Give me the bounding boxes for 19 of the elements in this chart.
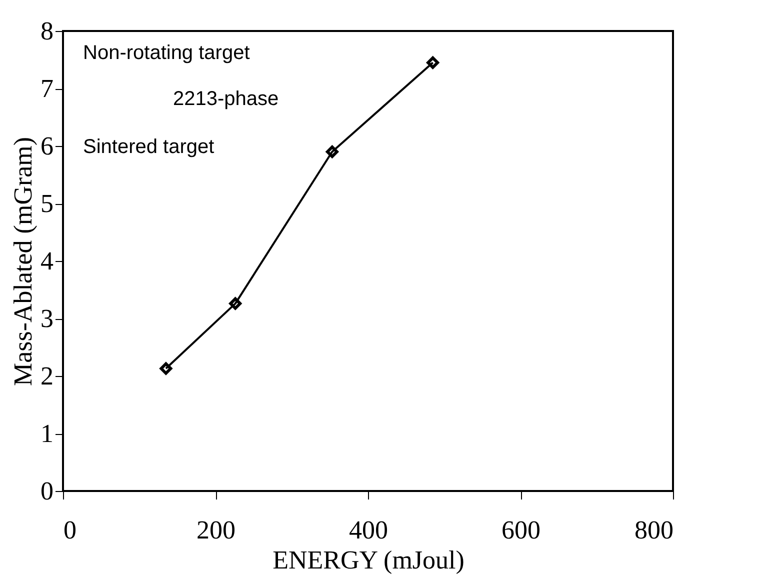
x-tick-label: 400 [349,516,388,544]
x-tick-label: 600 [502,516,540,544]
x-tick-label: 800 [634,516,674,544]
x-tick-label: 0 [64,516,76,544]
annotation: Non-rotating target [83,42,250,64]
y-tick-label: 8 [40,16,54,46]
y-axis-title: Mass-Ablated (mGram) [8,136,38,386]
annotation: Sintered target [83,136,215,158]
x-tick-label: 200 [196,516,236,544]
y-tick-label: 5 [40,189,54,218]
annotation: 2213-phase [173,88,279,110]
y-tick-label: 3 [40,304,54,333]
y-tick-label: 0 [40,476,54,506]
x-axis-title: ENERGY (mJoul) [272,546,464,574]
y-tick-label: 6 [40,132,54,160]
y-tick-label: 2 [40,362,54,390]
y-tick-label: 4 [40,246,54,276]
y-tick-label: 7 [40,74,54,103]
y-tick-label: 1 [40,419,54,448]
